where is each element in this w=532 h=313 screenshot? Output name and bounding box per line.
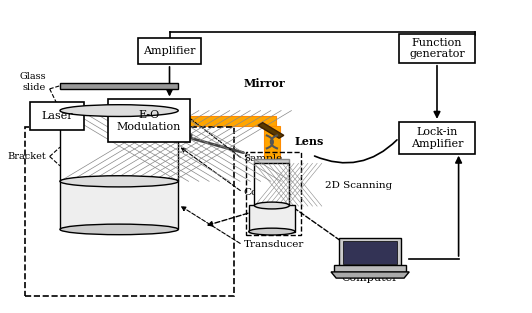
Ellipse shape xyxy=(60,176,178,187)
FancyBboxPatch shape xyxy=(85,116,276,126)
FancyBboxPatch shape xyxy=(343,241,397,264)
FancyBboxPatch shape xyxy=(60,83,178,89)
FancyBboxPatch shape xyxy=(249,205,295,232)
Text: Glass
slide: Glass slide xyxy=(20,72,46,92)
Text: Sample: Sample xyxy=(244,155,283,163)
FancyBboxPatch shape xyxy=(109,100,189,142)
Text: Laser: Laser xyxy=(41,111,73,121)
Ellipse shape xyxy=(249,228,295,235)
Ellipse shape xyxy=(60,224,178,235)
Text: Bracket: Bracket xyxy=(7,152,46,161)
Text: Function
generator: Function generator xyxy=(409,38,465,59)
FancyBboxPatch shape xyxy=(30,102,85,130)
FancyBboxPatch shape xyxy=(264,126,280,218)
FancyBboxPatch shape xyxy=(399,121,475,154)
Text: Computer: Computer xyxy=(342,273,398,283)
Text: 2D Scanning: 2D Scanning xyxy=(325,181,392,190)
Polygon shape xyxy=(331,272,409,278)
Ellipse shape xyxy=(60,105,178,116)
FancyBboxPatch shape xyxy=(254,159,289,164)
Bar xyxy=(258,123,284,138)
Text: Lens: Lens xyxy=(295,136,325,147)
Text: Transducer: Transducer xyxy=(244,240,304,249)
FancyBboxPatch shape xyxy=(60,180,178,229)
Text: Amplifier: Amplifier xyxy=(143,46,196,56)
FancyBboxPatch shape xyxy=(60,106,178,111)
FancyBboxPatch shape xyxy=(254,163,289,206)
Text: Couplant: Couplant xyxy=(244,188,292,197)
Text: Lock-in
Amplifier: Lock-in Amplifier xyxy=(411,127,463,149)
Ellipse shape xyxy=(254,202,289,209)
FancyBboxPatch shape xyxy=(60,110,178,181)
Text: E-O
Modulation: E-O Modulation xyxy=(117,110,181,132)
FancyBboxPatch shape xyxy=(339,238,401,267)
FancyBboxPatch shape xyxy=(334,265,406,272)
FancyBboxPatch shape xyxy=(138,38,201,64)
Text: Mirror: Mirror xyxy=(244,78,286,89)
FancyBboxPatch shape xyxy=(399,34,475,63)
